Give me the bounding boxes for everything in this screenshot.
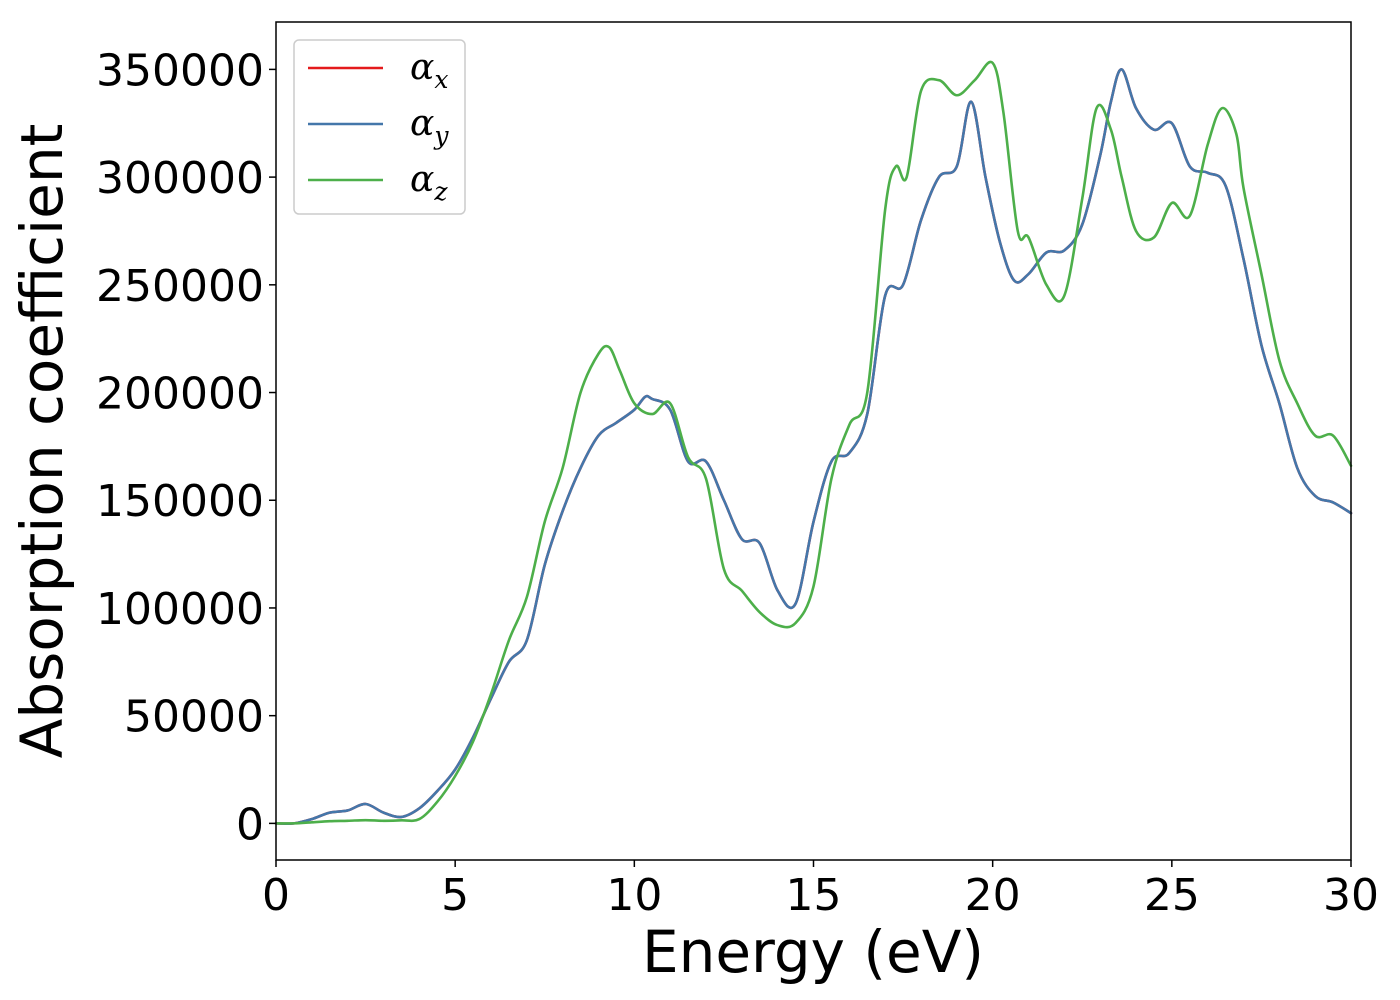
x-axis: 0 5 10 15 20 25 30	[262, 860, 1379, 921]
legend-label-x: αx	[410, 47, 448, 94]
x-tick-label: 25	[1144, 870, 1200, 921]
x-tick-label: 5	[441, 870, 469, 921]
y-tick-label: 150000	[96, 476, 264, 527]
x-tick-label: 30	[1323, 870, 1379, 921]
x-axis-label: Energy (eV)	[642, 918, 984, 986]
legend-box	[293, 39, 466, 215]
legend-label-z: αz	[410, 159, 448, 206]
x-tick-label: 20	[965, 870, 1021, 921]
series-line-z	[274, 60, 1353, 825]
x-tick-label: 10	[606, 870, 662, 921]
y-tick-label: 300000	[96, 153, 264, 204]
x-tick-label: 0	[262, 870, 290, 921]
y-tick-label: 50000	[124, 692, 264, 743]
x-tick-label: 15	[786, 870, 842, 921]
y-tick-label: 250000	[96, 261, 264, 312]
series-layer	[274, 60, 1353, 825]
series-line-y	[274, 68, 1353, 825]
y-tick-label: 350000	[96, 45, 264, 96]
legend-label-y: αy	[410, 103, 449, 150]
y-axis-label: Absorption coefficient	[8, 124, 76, 759]
y-tick-label: 200000	[96, 369, 264, 420]
legend: αx αy αz	[293, 39, 466, 215]
y-axis: 0 50000 100000 150000 200000 250000 300000 3500…	[96, 45, 276, 850]
y-tick-label: 0	[236, 799, 264, 850]
y-tick-label: 100000	[96, 584, 264, 635]
